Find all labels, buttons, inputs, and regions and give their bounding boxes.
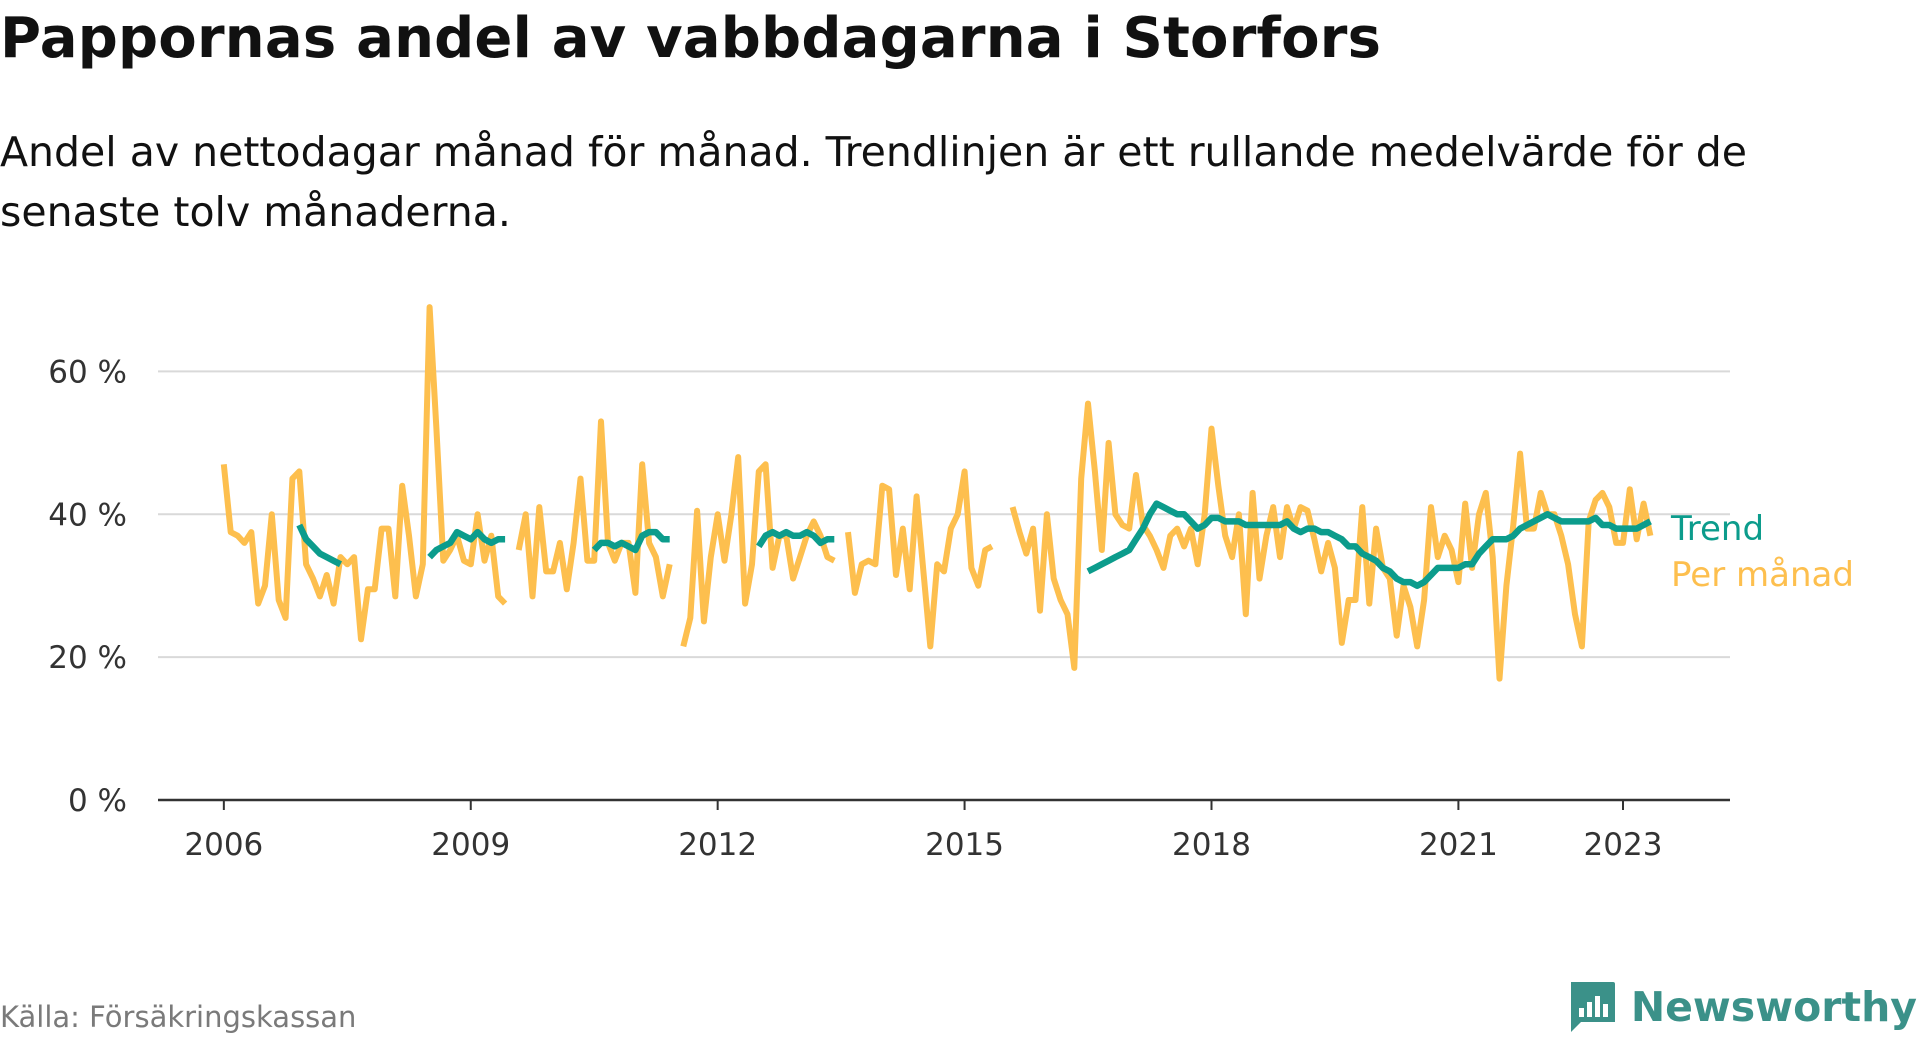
chart-title: Pappornas andel av vabbdagarna i Storfor… [0,6,1382,71]
axes: 0 % 20 % 40 % 60 % 2006 2009 2012 2015 2018 2021 2… [48,354,1730,863]
x-tick-label: 2006 [184,827,263,863]
chart-subtitle: Andel av nettodagar månad för månad. Tre… [0,128,1747,236]
series-line-per-manad [515,418,673,600]
legend-label-trend: Trend [1670,509,1764,549]
brand-logo: Newsworthy [1567,978,1917,1036]
legend-label-per-manad: Per månad [1671,555,1854,595]
legend: Trend Per månad [1670,509,1854,595]
series-line-trend [296,523,343,568]
series-line-trend [1086,500,1652,589]
y-tick-label: 0 % [68,783,127,819]
series-line-trend [591,528,670,554]
x-tick-label: 2023 [1584,827,1663,863]
series-lines [220,304,1654,682]
x-tick-label: 2021 [1419,827,1498,863]
bar-chart-icon [1570,982,1615,1032]
y-tick-label: 40 % [48,497,127,533]
series-line-per-manad [220,304,508,643]
y-tick-label: 20 % [48,640,127,676]
series-line-per-manad [1009,400,1654,682]
x-tick-label: 2009 [431,827,510,863]
series-line-trend [756,528,835,549]
series-line-per-manad [845,468,994,650]
series-line-trend [427,528,506,560]
x-tick-label: 2018 [1172,827,1251,863]
x-tick-label: 2012 [678,827,757,863]
y-tick-label: 60 % [48,354,127,390]
brand-name: Newsworthy [1630,983,1917,1031]
source-note: Källa: Försäkringskassan [0,1000,357,1034]
x-tick-label: 2015 [925,827,1004,863]
series-line-per-manad [680,454,836,648]
